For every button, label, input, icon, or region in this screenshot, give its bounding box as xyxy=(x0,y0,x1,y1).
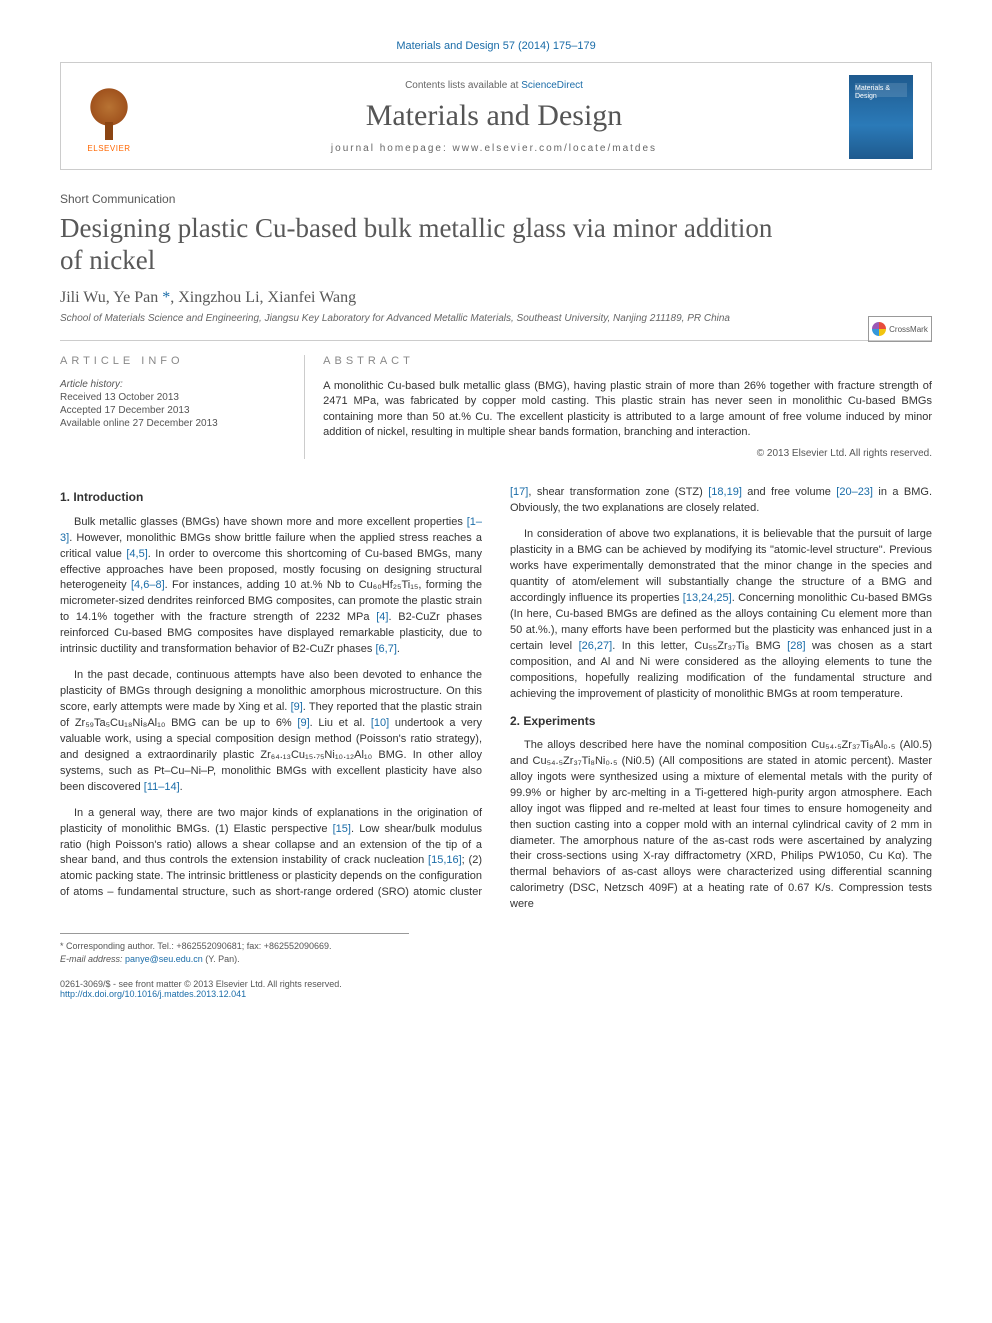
citation-volpages: 57 (2014) 175–179 xyxy=(503,40,596,52)
history-received: Received 13 October 2013 xyxy=(60,392,286,403)
contents-prefix: Contents lists available at xyxy=(405,80,521,91)
crossmark-badge[interactable]: CrossMark xyxy=(868,316,932,342)
issn-line: 0261-3069/$ - see front matter © 2013 El… xyxy=(60,979,342,989)
homepage-line: journal homepage: www.elsevier.com/locat… xyxy=(157,143,831,154)
footnote-separator xyxy=(60,933,409,934)
authors-text: Jili Wu, Ye Pan *, Xingzhou Li, Xianfei … xyxy=(60,289,356,306)
journal-header: ELSEVIER Contents lists available at Sci… xyxy=(60,62,932,170)
history-online: Available online 27 December 2013 xyxy=(60,418,286,429)
section-1-title: 1. Introduction xyxy=(60,489,482,506)
citation-line: Materials and Design 57 (2014) 175–179 xyxy=(60,40,932,52)
article-title: Designing plastic Cu-based bulk metallic… xyxy=(60,212,801,277)
sciencedirect-link[interactable]: ScienceDirect xyxy=(521,80,583,91)
body-columns: 1. Introduction Bulk metallic glasses (B… xyxy=(60,485,932,913)
homepage-prefix: journal homepage: xyxy=(331,143,453,154)
abstract-copyright: © 2013 Elsevier Ltd. All rights reserved… xyxy=(323,448,932,459)
email-label: E-mail address: xyxy=(60,954,123,964)
article-info-left: article info Article history: Received 1… xyxy=(60,355,304,460)
abstract-block: abstract A monolithic Cu-based bulk meta… xyxy=(304,355,932,460)
history-label: Article history: xyxy=(60,379,286,390)
article-info-row: article info Article history: Received 1… xyxy=(60,340,932,460)
section-1-p1: Bulk metallic glasses (BMGs) have shown … xyxy=(60,515,482,658)
journal-cover-thumb[interactable]: Materials & Design xyxy=(849,75,913,159)
corresponding-author-footnote: * Corresponding author. Tel.: +862552090… xyxy=(60,940,932,965)
section-2-p1: The alloys described here have the nomin… xyxy=(510,738,932,913)
elsevier-logo[interactable]: ELSEVIER xyxy=(79,82,139,152)
section-2-title: 2. Experiments xyxy=(510,713,932,730)
bottom-bar: 0261-3069/$ - see front matter © 2013 El… xyxy=(60,979,932,999)
article-info-heading: article info xyxy=(60,355,286,367)
header-center: Contents lists available at ScienceDirec… xyxy=(157,80,831,154)
citation-journal: Materials and Design xyxy=(396,40,499,52)
authors-line: Jili Wu, Ye Pan *, Xingzhou Li, Xianfei … xyxy=(60,289,932,307)
elsevier-tree-icon xyxy=(79,82,139,142)
journal-name: Materials and Design xyxy=(157,99,831,133)
article-type: Short Communication xyxy=(60,192,932,206)
contents-line: Contents lists available at ScienceDirec… xyxy=(157,80,831,91)
corr-email-link[interactable]: panye@seu.edu.cn xyxy=(125,954,203,964)
crossmark-label: CrossMark xyxy=(889,325,928,334)
corr-email-author: (Y. Pan). xyxy=(205,954,239,964)
homepage-url[interactable]: www.elsevier.com/locate/matdes xyxy=(453,143,658,154)
corr-label: * Corresponding author. Tel.: +862552090… xyxy=(60,941,332,951)
section-1-p4: In consideration of above two explanatio… xyxy=(510,527,932,702)
affiliation: School of Materials Science and Engineer… xyxy=(60,313,932,324)
section-1-p2: In the past decade, continuous attempts … xyxy=(60,668,482,796)
abstract-text: A monolithic Cu-based bulk metallic glas… xyxy=(323,379,932,441)
publisher-label: ELSEVIER xyxy=(79,144,139,153)
doi-link[interactable]: http://dx.doi.org/10.1016/j.matdes.2013.… xyxy=(60,989,246,999)
journal-cover-text: Materials & Design xyxy=(855,85,913,100)
abstract-heading: abstract xyxy=(323,355,932,367)
history-accepted: Accepted 17 December 2013 xyxy=(60,405,286,416)
